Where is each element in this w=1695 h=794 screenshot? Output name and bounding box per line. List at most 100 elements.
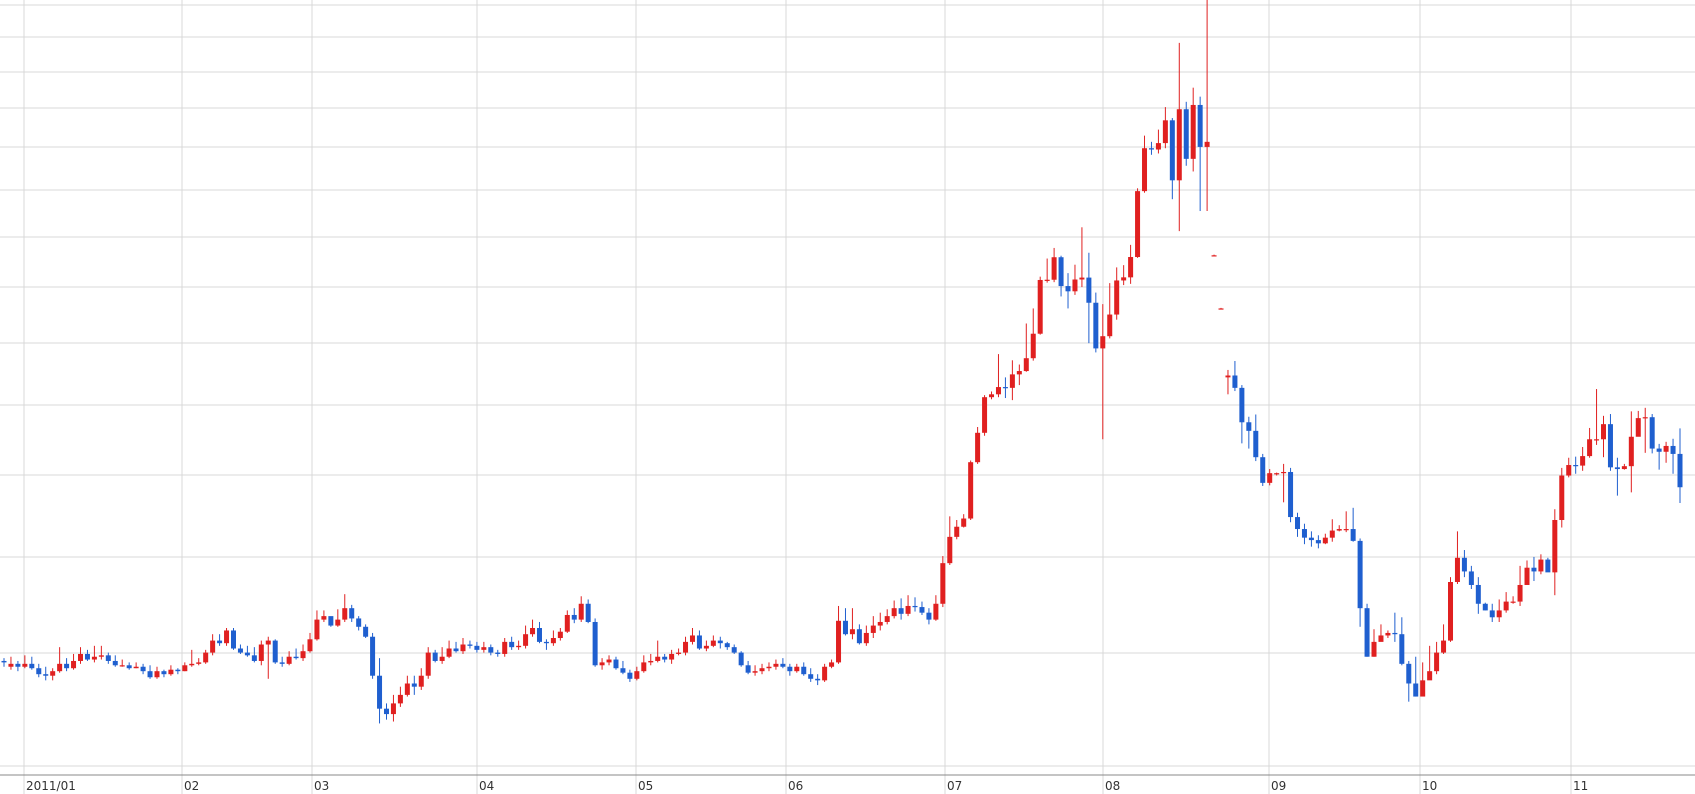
candle <box>1093 292 1099 353</box>
candle <box>1065 273 1071 309</box>
candle-body-up <box>655 656 661 661</box>
candle-body-down <box>780 663 786 667</box>
candle <box>1427 645 1433 681</box>
candle <box>571 608 577 624</box>
candle <box>578 596 584 622</box>
candle <box>1288 467 1294 523</box>
candle-body-down <box>1301 529 1307 538</box>
candle <box>1357 538 1363 627</box>
candle <box>1531 556 1537 582</box>
candle <box>1183 101 1189 166</box>
candle <box>933 595 939 621</box>
candle <box>689 628 695 645</box>
candle <box>43 666 49 681</box>
candle <box>1225 369 1231 395</box>
candle <box>1406 660 1412 702</box>
candle-body-down <box>1649 417 1655 449</box>
candle <box>1169 118 1175 200</box>
candle <box>1670 438 1676 474</box>
candle <box>766 662 772 672</box>
candle <box>300 644 306 661</box>
candle <box>91 645 97 663</box>
candle-body-up <box>870 625 876 633</box>
candle <box>383 703 389 720</box>
candle <box>634 666 640 681</box>
candle-body-up <box>210 640 216 653</box>
candle <box>182 662 188 672</box>
candle <box>1420 662 1426 697</box>
candle-body-up <box>119 665 125 667</box>
candle <box>523 625 529 649</box>
candle <box>1002 377 1008 399</box>
candle-body-up <box>1517 584 1523 602</box>
candle <box>1301 523 1307 545</box>
candle <box>1378 624 1384 642</box>
candle-body-up <box>884 616 890 622</box>
candle-body-down <box>1475 584 1481 604</box>
candle-body-down <box>1295 517 1301 530</box>
candle-body-down <box>126 665 132 669</box>
candle-body-up <box>1072 279 1078 292</box>
candle-body-down <box>175 669 181 672</box>
candle-body-down <box>912 605 918 608</box>
candle <box>196 658 202 666</box>
candle-body-down <box>36 668 42 675</box>
candle-body-down <box>1670 445 1676 454</box>
candle <box>161 669 167 678</box>
candle-body-down <box>1656 448 1662 452</box>
candle-body-down <box>1357 540 1363 609</box>
candle <box>1385 630 1391 639</box>
candle <box>1044 258 1050 283</box>
candle-body-up <box>1190 104 1196 159</box>
candle <box>891 600 897 619</box>
candle <box>1121 265 1127 286</box>
candle-body-down <box>1169 120 1175 181</box>
candle <box>1107 283 1113 339</box>
candle-body-up <box>1218 308 1224 310</box>
candle <box>620 660 626 675</box>
candle-body-down <box>432 652 438 661</box>
candle-body-down <box>140 666 146 672</box>
candle-body-up <box>1336 529 1342 531</box>
candle <box>606 655 612 666</box>
candle <box>1392 612 1398 642</box>
candle <box>1524 560 1530 585</box>
candle-body-up <box>1016 371 1022 375</box>
candle-body-up <box>1427 671 1433 681</box>
candle-body-up <box>502 641 508 654</box>
candle-body-down <box>1531 567 1537 572</box>
candle-body-up <box>1079 277 1085 280</box>
candle <box>439 647 445 664</box>
candle <box>1336 525 1342 532</box>
candle <box>321 610 327 622</box>
candle <box>203 649 209 664</box>
candle-body-up <box>397 694 403 704</box>
candle-body-up <box>1211 255 1217 257</box>
candle <box>898 598 904 620</box>
candle-body-up <box>1204 141 1210 147</box>
candle-body-up <box>1663 445 1669 452</box>
candle-body-up <box>50 671 56 676</box>
candle <box>1482 602 1488 611</box>
candle-body-down <box>717 640 723 644</box>
candle-body-up <box>975 432 981 463</box>
candle <box>975 426 981 464</box>
candle-body-down <box>217 640 223 644</box>
candle-body-up <box>1176 109 1182 181</box>
candle-body-up <box>1142 148 1148 192</box>
candle-body-down <box>377 675 383 709</box>
candle-body-up <box>258 644 264 661</box>
candle-body-down <box>815 678 821 681</box>
candle <box>230 628 236 650</box>
candle-body-up <box>314 619 320 640</box>
candle-body-down <box>787 666 793 672</box>
candle-body-down <box>1 660 7 663</box>
candle-body-up <box>891 608 897 617</box>
candle <box>1190 87 1196 172</box>
candle-body-up <box>1510 601 1516 603</box>
candle <box>495 649 501 657</box>
candle <box>1308 531 1314 547</box>
candle-body-down <box>898 608 904 614</box>
candle <box>1239 385 1245 444</box>
candle-body-down <box>84 653 90 660</box>
